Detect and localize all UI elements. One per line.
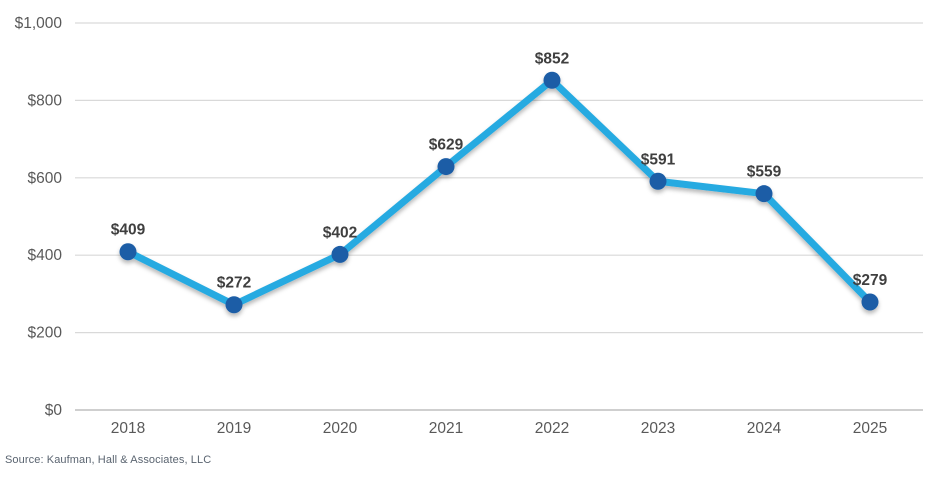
data-series <box>119 71 879 314</box>
data-point <box>649 172 667 190</box>
y-tick-label: $0 <box>45 402 63 419</box>
data-label: $279 <box>853 272 888 289</box>
y-tick-label: $800 <box>28 92 63 109</box>
source-note: Source: Kaufman, Hall & Associates, LLC <box>5 454 212 466</box>
x-tick-label: 2021 <box>429 420 463 437</box>
data-label: $402 <box>323 224 357 241</box>
x-tick-label: 2022 <box>535 420 569 437</box>
y-tick-label: $1,000 <box>15 15 63 32</box>
line-chart: $0 $200 $400 $600 $800 $1,000 2018 2019 2020 2021… <box>15 15 923 437</box>
data-point <box>331 245 349 263</box>
y-tick-label: $600 <box>28 170 63 187</box>
data-point <box>437 158 455 176</box>
data-line <box>124 76 874 309</box>
x-tick-label: 2020 <box>323 420 358 437</box>
x-tick-label: 2018 <box>111 420 145 437</box>
y-tick-label: $400 <box>28 247 63 264</box>
data-label: $852 <box>535 50 569 67</box>
x-tick-label: 2023 <box>641 420 675 437</box>
data-label: $559 <box>747 164 782 181</box>
data-point <box>543 71 561 89</box>
y-tick-label: $200 <box>28 325 63 342</box>
data-label: $272 <box>217 275 251 292</box>
x-tick-label: 2019 <box>217 420 251 437</box>
data-label: $409 <box>111 222 146 239</box>
data-label: $629 <box>429 137 464 154</box>
data-point <box>755 185 773 203</box>
x-tick-label: 2024 <box>747 420 782 437</box>
data-point <box>119 243 137 261</box>
data-point <box>225 296 243 314</box>
x-tick-label: 2025 <box>853 420 887 437</box>
data-point <box>861 293 879 311</box>
data-label: $591 <box>641 151 676 168</box>
